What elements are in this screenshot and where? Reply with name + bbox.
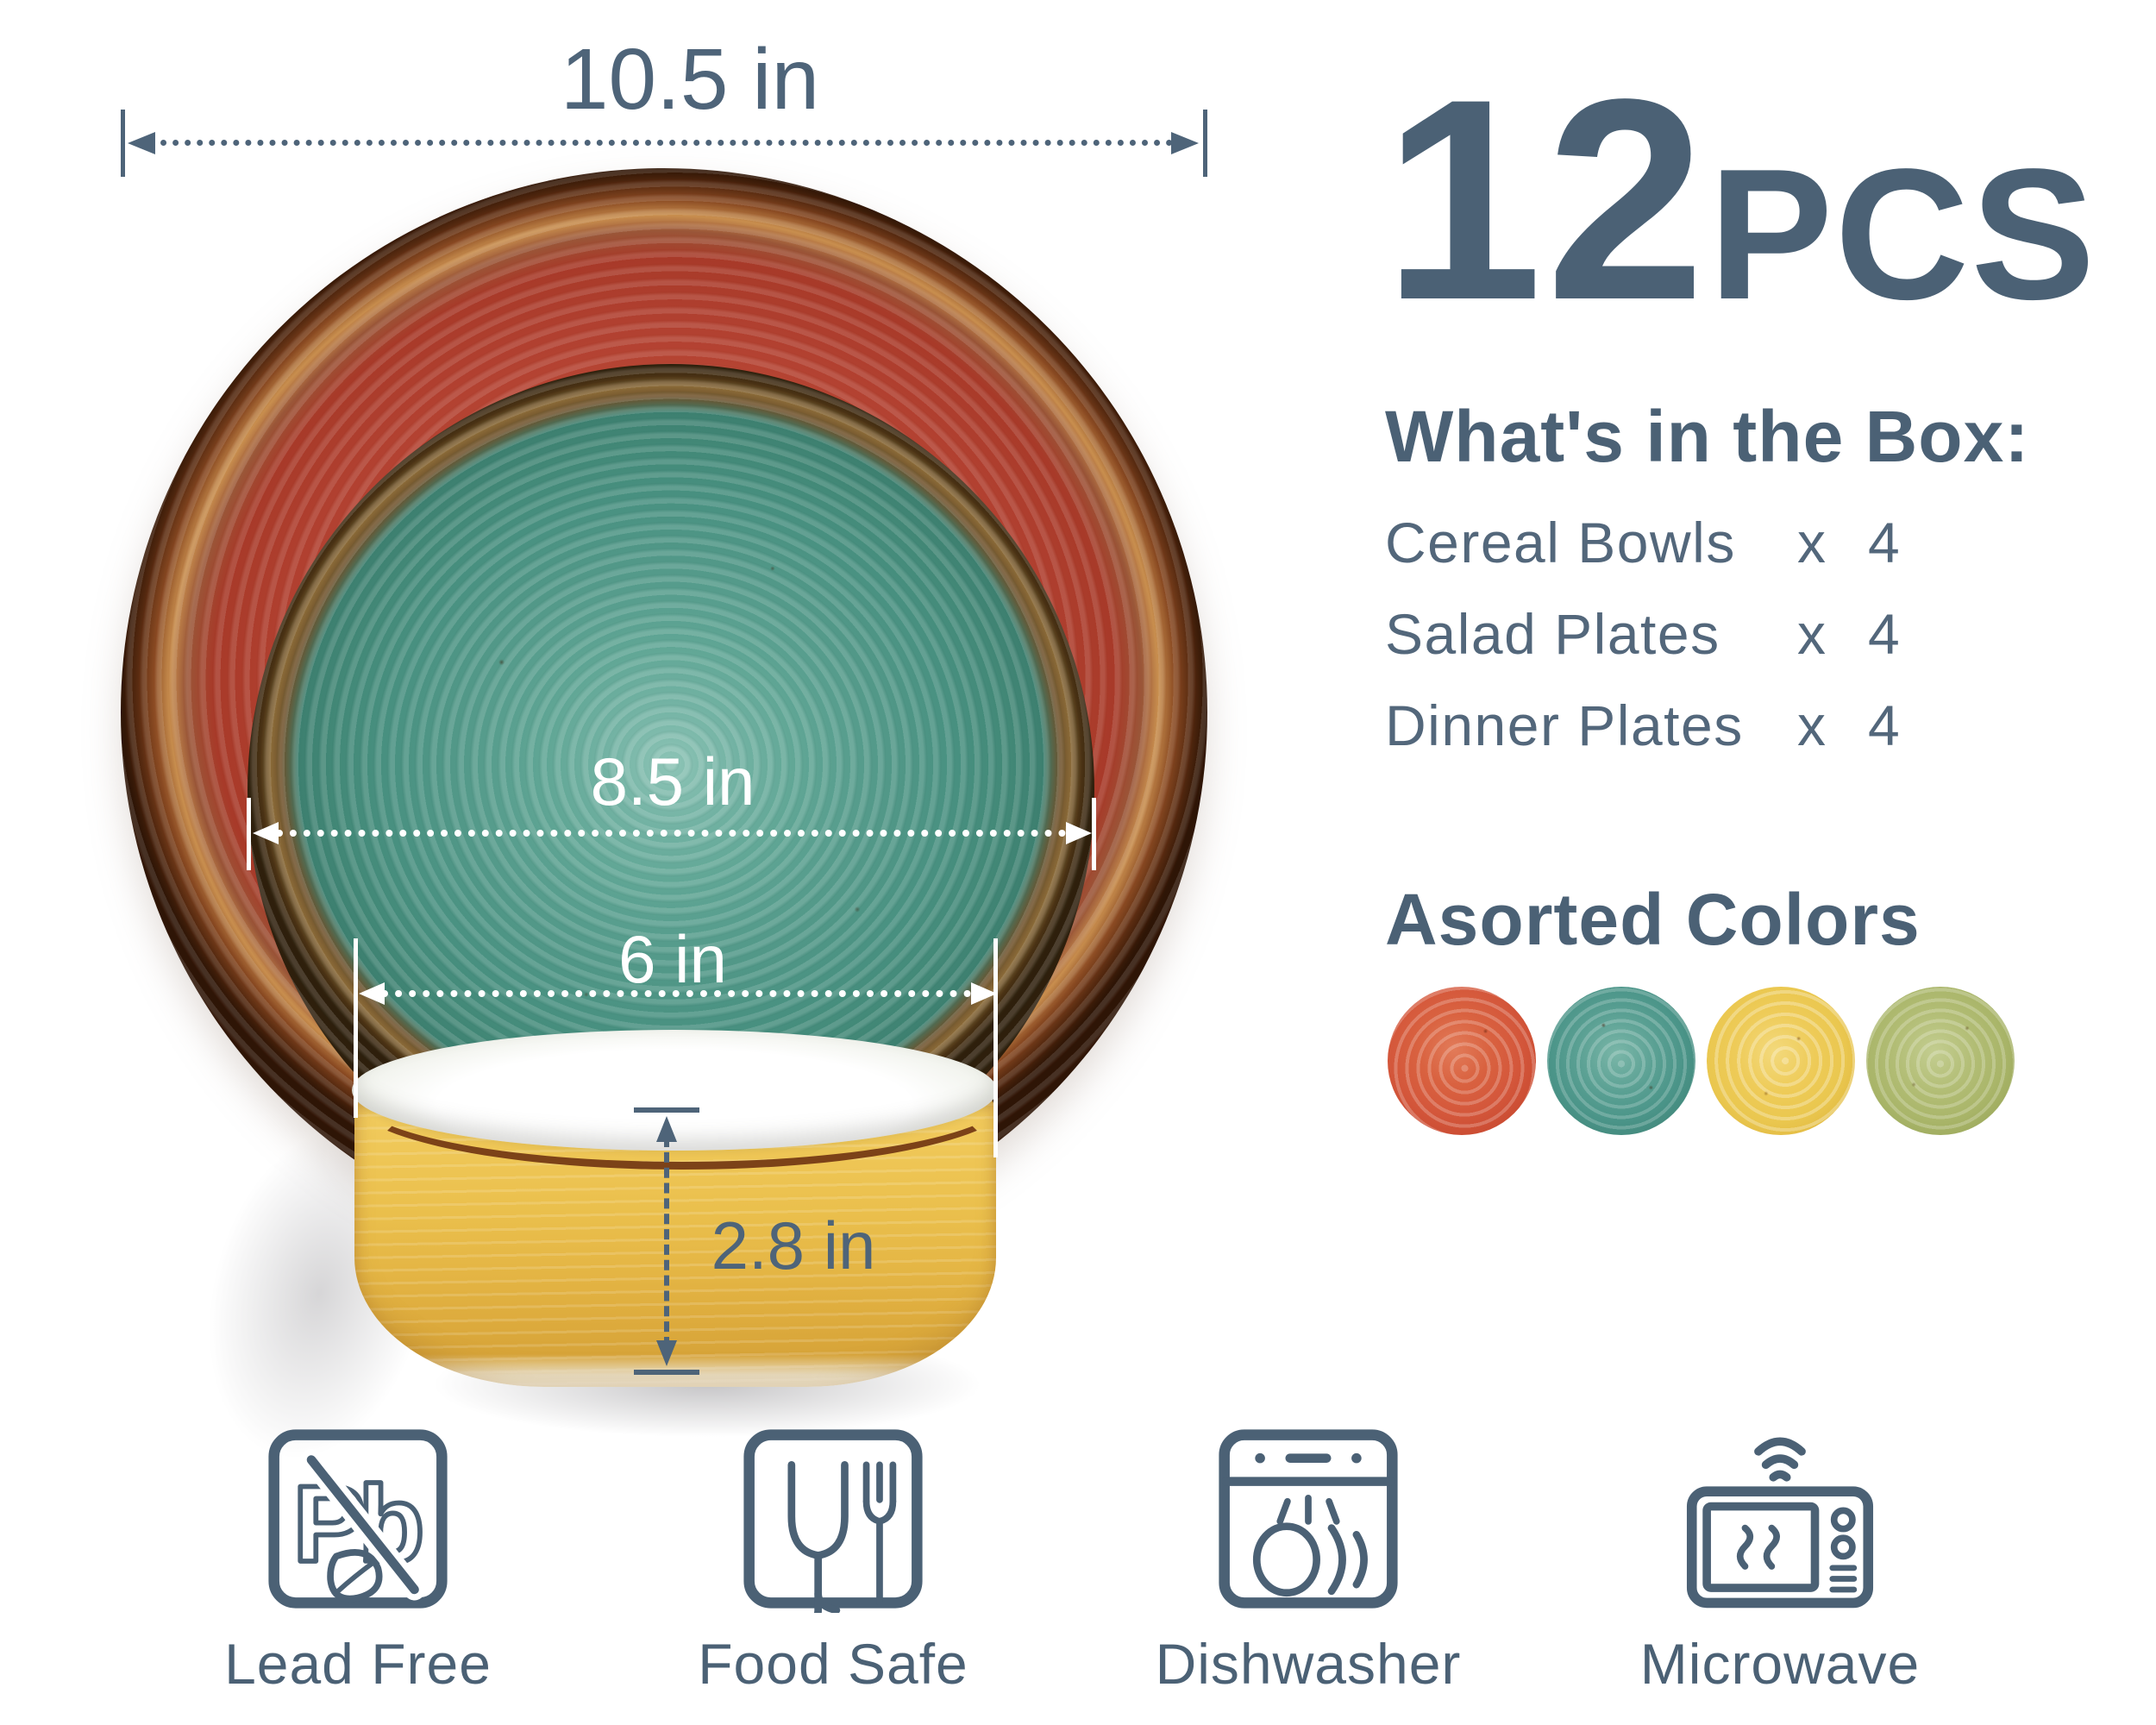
piece-count: 12 PCS — [1383, 57, 2096, 343]
dim-tick — [354, 938, 358, 1118]
yellow-color-swatch — [1707, 987, 1855, 1135]
arrowhead-left-icon — [253, 822, 279, 844]
item-quantity: 4 — [1868, 602, 1902, 666]
feature-label: Lead Free — [224, 1632, 492, 1696]
piece-count-number: 12 — [1383, 40, 1709, 360]
feature-lead-free: Pb Lead Free — [160, 1425, 556, 1692]
box-contents-list: Cereal Bowls x 4 Salad Plates x 4 Dinner… — [1385, 514, 1901, 788]
feature-dishwasher: Dishwasher — [1110, 1425, 1507, 1692]
item-name: Dinner Plates — [1385, 693, 1744, 757]
item-multiplier: x — [1797, 602, 1827, 666]
dim-line-horizontal — [148, 140, 1185, 146]
item-quantity: 4 — [1868, 511, 1902, 574]
feature-food-safe: Food Safe — [635, 1425, 1031, 1692]
bowl-width-label: 6 in — [618, 921, 727, 997]
item-multiplier: x — [1797, 693, 1827, 757]
dim-tick — [1092, 798, 1096, 870]
teal-color-swatch — [1547, 987, 1695, 1135]
assorted-colors-title: Asorted Colors — [1385, 879, 1921, 960]
arrowhead-left-icon — [359, 982, 385, 1005]
piece-count-unit: PCS — [1708, 129, 2097, 338]
green-color-swatch — [1866, 987, 2015, 1135]
arrowhead-right-icon — [1171, 132, 1199, 154]
arrowhead-down-icon — [656, 1340, 677, 1366]
dim-tick — [993, 938, 998, 1157]
feature-label: Food Safe — [698, 1632, 968, 1696]
item-name: Cereal Bowls — [1385, 511, 1736, 574]
bowl-height-label: 2.8 in — [711, 1208, 876, 1283]
dim-line-vertical — [664, 1137, 669, 1347]
feature-label: Microwave — [1639, 1632, 1921, 1696]
dim-line-horizontal — [276, 830, 1066, 837]
dim-tick — [634, 1107, 699, 1113]
item-multiplier: x — [1797, 511, 1827, 574]
salad-plate-width-label: 8.5 in — [590, 743, 755, 819]
dishwasher-icon — [1217, 1425, 1400, 1613]
dim-tick — [247, 798, 251, 870]
list-item: Dinner Plates x 4 — [1385, 697, 1901, 754]
item-quantity: 4 — [1868, 693, 1902, 757]
list-item: Salad Plates x 4 — [1385, 605, 1901, 662]
feature-label: Dishwasher — [1155, 1632, 1462, 1696]
color-swatches — [1388, 987, 2015, 1135]
food-safe-icon — [742, 1425, 924, 1613]
arrowhead-right-icon — [971, 982, 997, 1005]
bowl-front-rim — [348, 1023, 1016, 1170]
dim-line-horizontal — [381, 990, 971, 997]
microwave-icon — [1668, 1425, 1892, 1613]
arrowhead-right-icon — [1066, 822, 1092, 844]
arrowhead-left-icon — [128, 132, 155, 154]
lead-free-icon: Pb — [266, 1425, 449, 1613]
dinner-plate-width-label: 10.5 in — [560, 31, 820, 128]
arrowhead-up-icon — [656, 1116, 677, 1142]
list-item: Cereal Bowls x 4 — [1385, 514, 1901, 571]
dim-tick — [1203, 110, 1207, 177]
red-color-swatch — [1388, 987, 1536, 1135]
feature-microwave: Microwave — [1582, 1425, 1978, 1692]
item-name: Salad Plates — [1385, 602, 1720, 666]
dim-tick — [634, 1370, 699, 1375]
box-contents-title: What's in the Box: — [1385, 396, 2030, 477]
dim-tick — [121, 110, 125, 177]
